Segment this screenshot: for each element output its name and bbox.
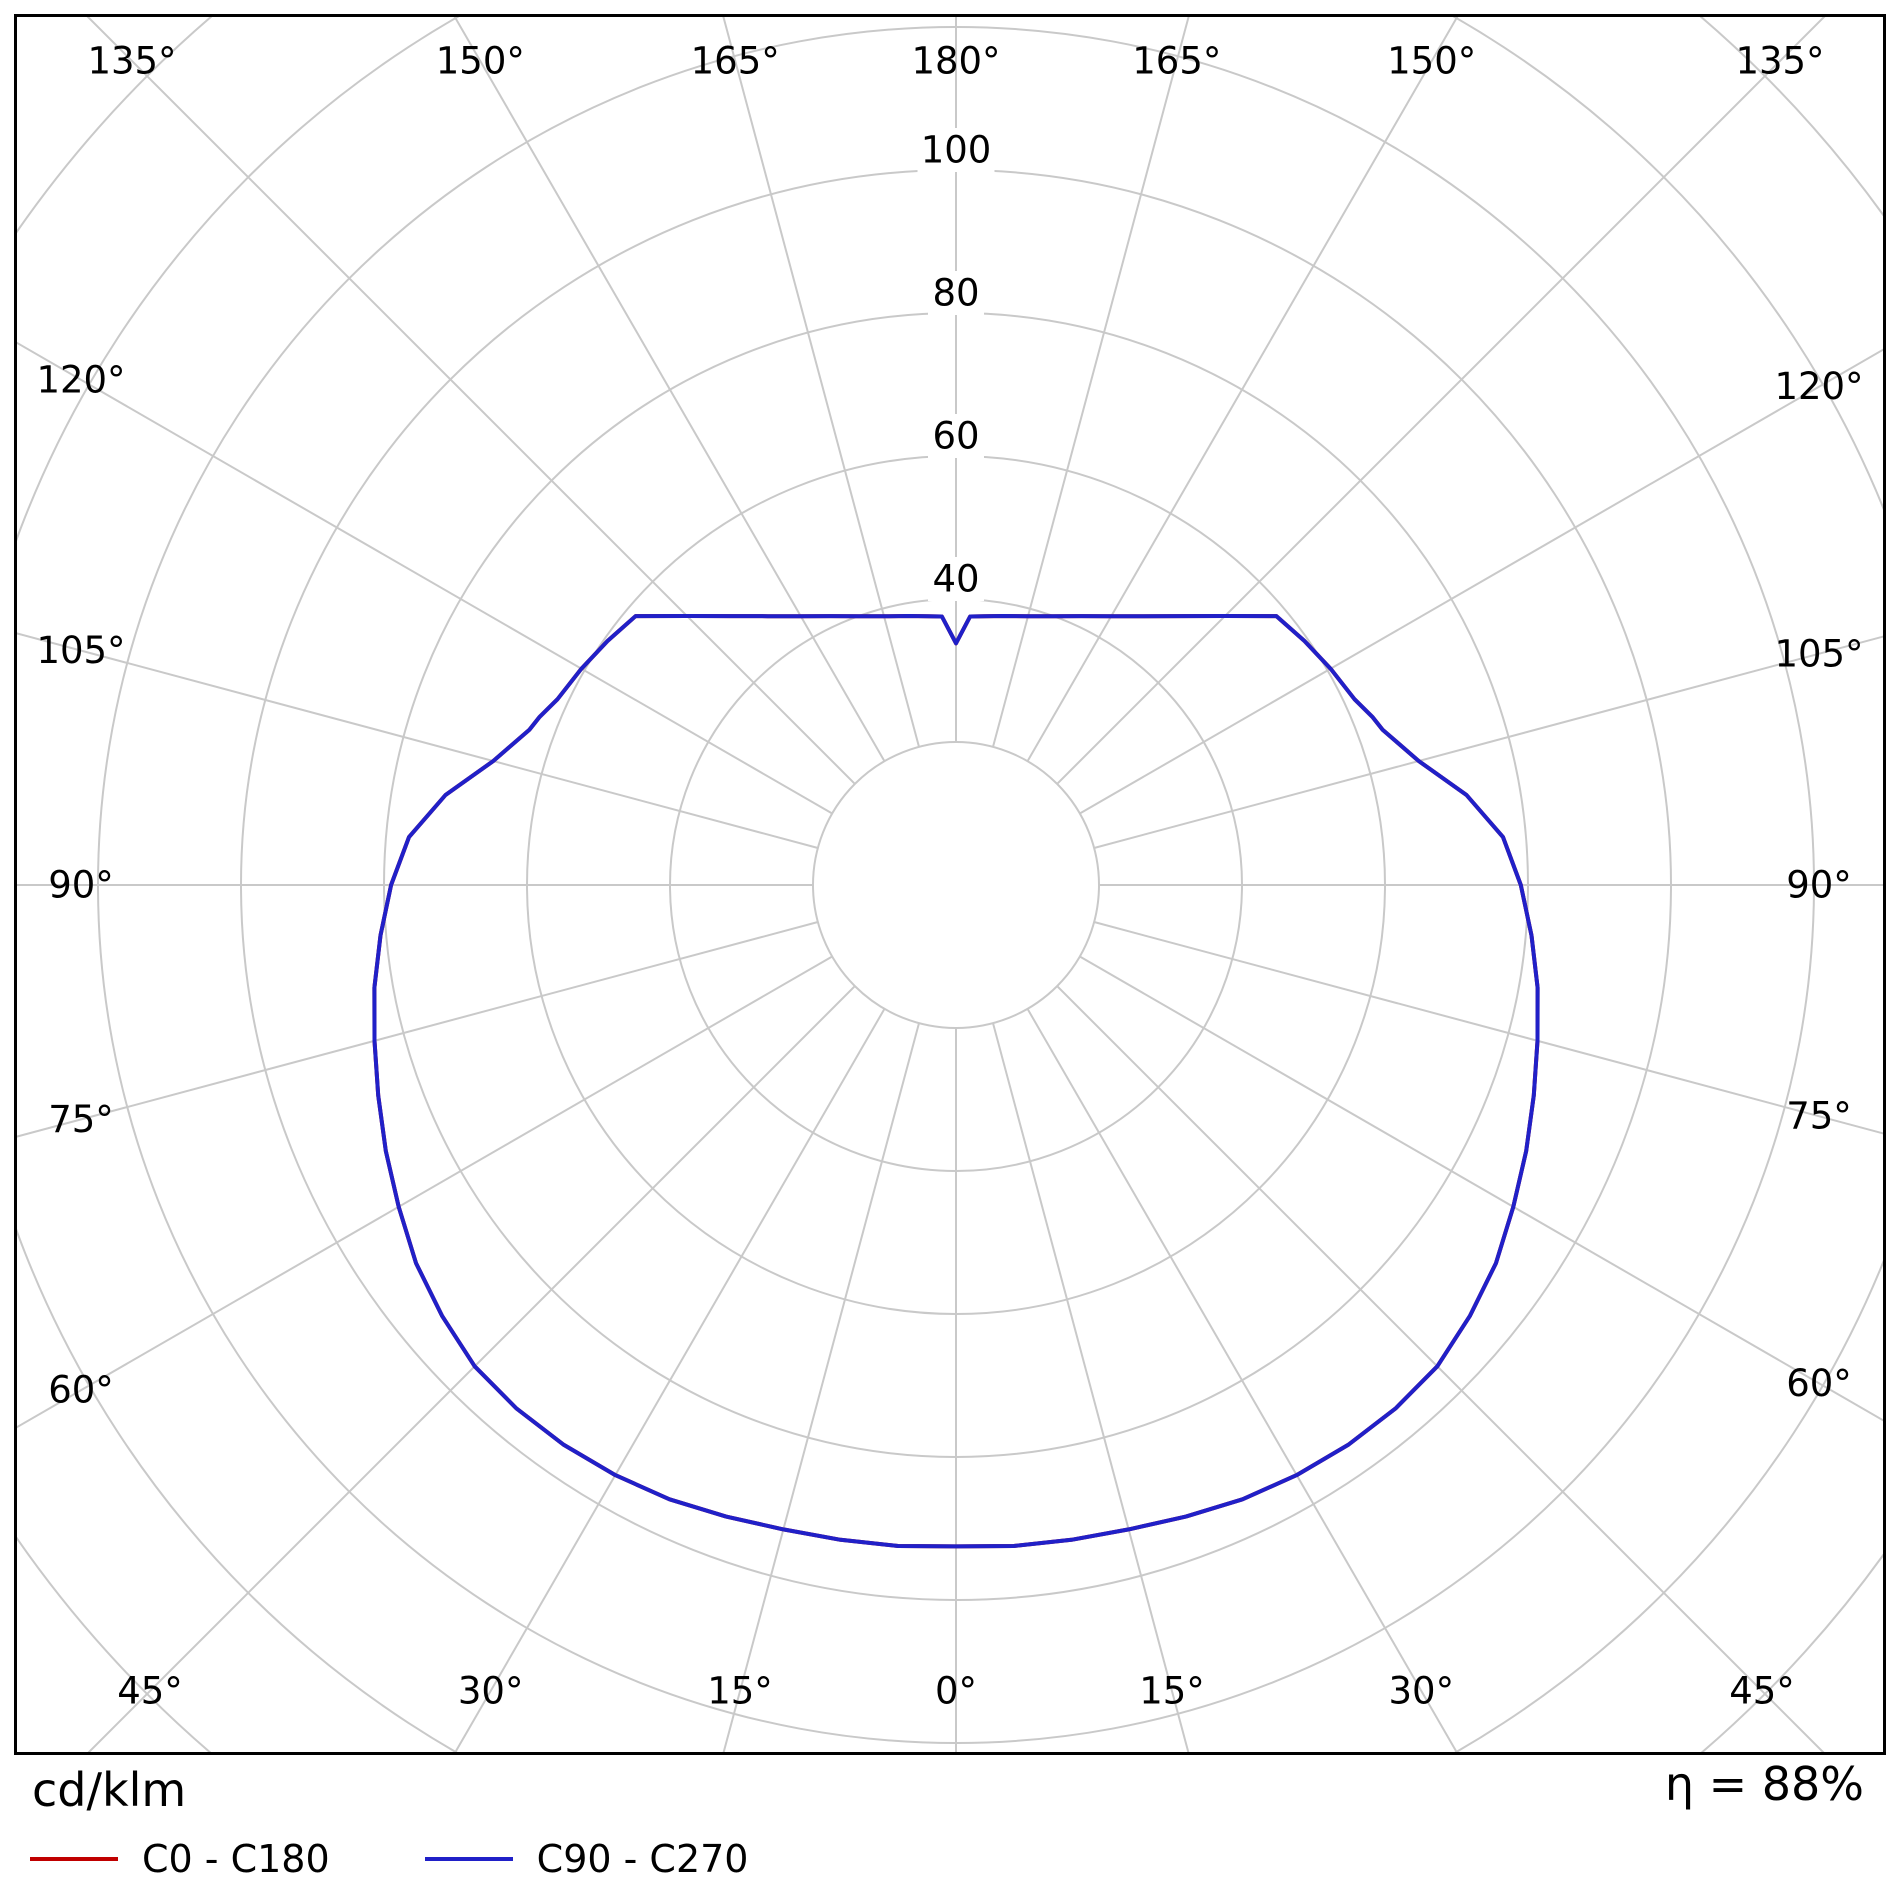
angle-label-180: 180°	[911, 40, 1000, 83]
legend-line-blue	[424, 1857, 513, 1861]
legend-label-c0-c180: C0 - C180	[142, 1837, 330, 1881]
grid-spoke-120	[1079, 348, 1883, 815]
angle-label-60-right: 60°	[1786, 1362, 1852, 1405]
grid-ring-20	[812, 741, 1100, 1029]
grid-spoke-240	[17, 341, 833, 815]
polar-plot-frame: 40 60 80 100 0° 15° 15° 30° 30° 45° 45° 60° 60° 75° 75…	[14, 14, 1886, 1755]
angle-label-15-left: 15°	[707, 1670, 773, 1713]
angle-label-15-right: 15°	[1139, 1670, 1205, 1713]
grid-spoke-330	[454, 1008, 886, 1752]
angle-label-105-left: 105°	[36, 629, 125, 672]
curve-c90-c270	[372, 614, 1540, 1549]
unit-label: cd/klm	[32, 1763, 187, 1817]
legend-label-c90-c270: C90 - C270	[536, 1837, 749, 1881]
angle-label-90-left: 90°	[48, 864, 114, 907]
angle-label-150-right: 150°	[1387, 40, 1476, 83]
grid-spoke-60	[1079, 955, 1883, 1422]
grid-spoke-135	[1056, 17, 1826, 785]
angle-label-45-left: 45°	[117, 1670, 183, 1713]
grid-spoke-285	[17, 921, 819, 1138]
radial-tick-bg-80	[928, 271, 984, 315]
grid-spoke-150	[1026, 17, 1459, 762]
grid-spoke-165	[992, 17, 1190, 748]
radial-tick-label-80: 80	[932, 272, 979, 315]
radial-tick-bg-60	[928, 414, 984, 458]
grid-spoke-210	[453, 17, 886, 762]
radial-tick-label-60: 60	[932, 415, 979, 458]
radial-tick-bg-100	[917, 128, 995, 172]
grid-spoke-315	[87, 985, 856, 1752]
angle-label-105-right: 105°	[1774, 632, 1863, 675]
grid-spoke-45	[1056, 985, 1825, 1752]
angle-label-120-right: 120°	[1774, 365, 1863, 408]
angle-label-75-left: 75°	[48, 1098, 114, 1141]
radial-tick-bg-40	[928, 557, 984, 601]
angle-label-135-right: 135°	[1735, 40, 1824, 83]
radial-tick-label-40: 40	[932, 558, 979, 601]
angle-label-75-right: 75°	[1786, 1095, 1852, 1138]
grid-spoke-105	[1093, 635, 1883, 849]
efficiency-value: η = 88%	[1664, 1757, 1864, 1811]
angle-label-150-left: 150°	[436, 40, 525, 83]
angle-label-120-left: 120°	[36, 358, 125, 401]
angle-label-45-right: 45°	[1729, 1670, 1795, 1713]
legend-item-c90-c270: C90 - C270	[424, 1837, 749, 1881]
angle-label-0: 0°	[935, 1670, 977, 1713]
radial-tick-label-100: 100	[921, 129, 992, 172]
angle-label-30-left: 30°	[458, 1670, 524, 1713]
grid-spoke-255	[17, 632, 819, 849]
legend: C0 - C180 C90 - C270	[30, 1838, 843, 1880]
grid-spoke-30	[1026, 1008, 1458, 1752]
angle-label-165-right: 165°	[1132, 40, 1221, 83]
grid-spoke-225	[86, 17, 856, 785]
angle-label-90-right: 90°	[1786, 864, 1852, 907]
grid-spoke-15	[992, 1022, 1190, 1752]
grid-spoke-300	[17, 955, 833, 1429]
grid-spoke-195	[722, 17, 920, 748]
angle-label-135-left: 135°	[87, 40, 176, 83]
angle-label-60-left: 60°	[48, 1369, 114, 1412]
grid-spoke-345	[722, 1022, 920, 1752]
polar-chart: 40 60 80 100 0° 15° 15° 30° 30° 45° 45° 60° 60° 75° 75…	[17, 17, 1883, 1752]
angle-label-165-left: 165°	[691, 40, 780, 83]
legend-line-red	[30, 1857, 118, 1861]
angle-label-30-right: 30°	[1389, 1670, 1455, 1713]
grid-spoke-75	[1093, 921, 1883, 1135]
legend-item-c0-c180: C0 - C180	[30, 1838, 330, 1880]
